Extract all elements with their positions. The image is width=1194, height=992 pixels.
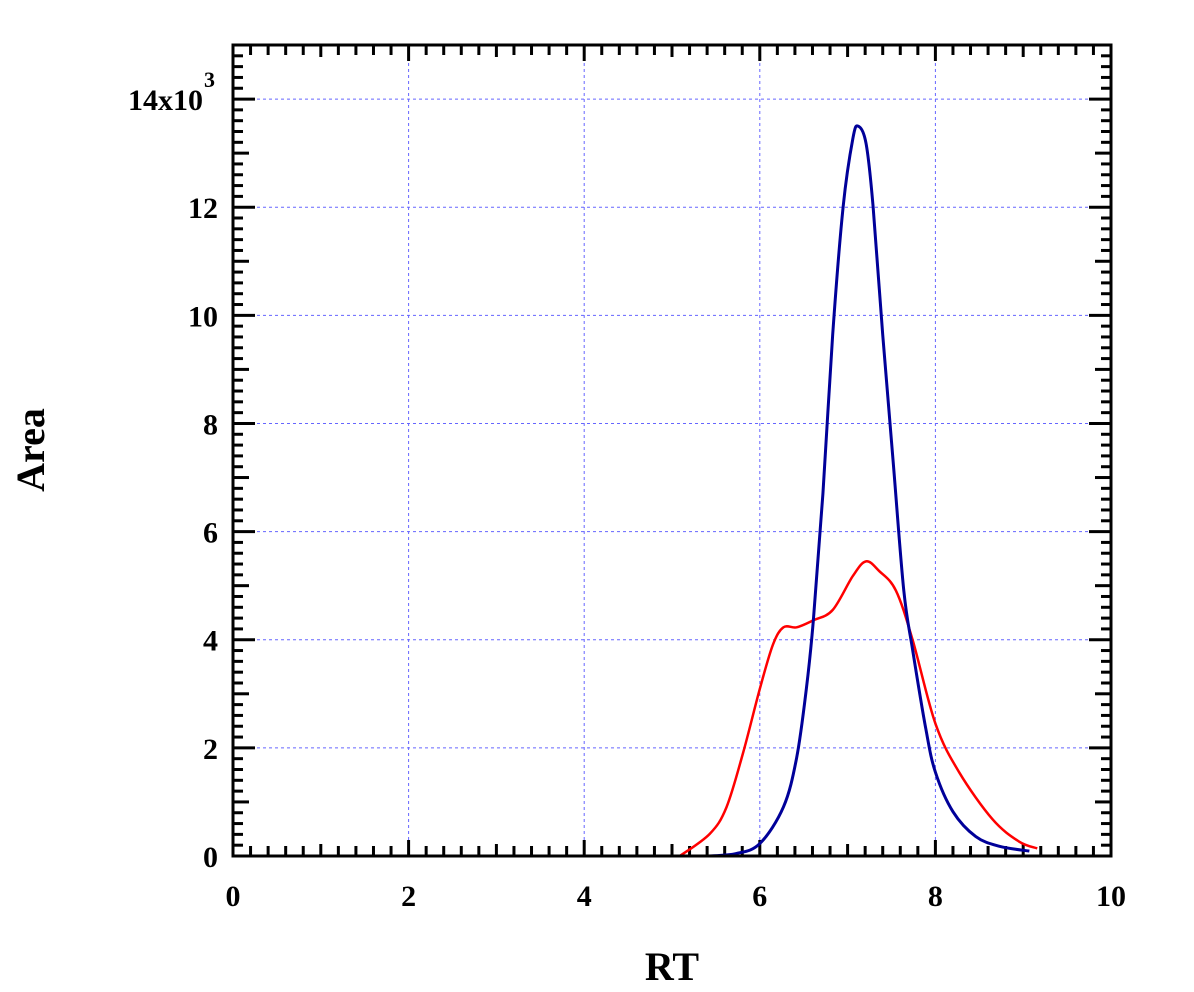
x-tick-label: 0 [226, 880, 241, 913]
y-tick-label: 10 [188, 300, 218, 333]
plot-frame [231, 43, 1113, 858]
x-tick-label: 6 [752, 880, 767, 913]
y-axis-title: Area [8, 408, 53, 492]
x-tick-label: 4 [577, 880, 592, 913]
series-layer [679, 124, 1038, 858]
ticks [231, 43, 1113, 858]
y-exponent-label: 3 [204, 67, 215, 92]
x-tick-label: 10 [1096, 880, 1126, 913]
y-tick-label: 2 [203, 733, 218, 766]
y-tick-label: 12 [188, 192, 218, 225]
y-tick-label: 6 [203, 517, 218, 550]
series-line-red [679, 560, 1038, 858]
y-tick-label: 4 [203, 625, 218, 658]
series-line-blue [707, 124, 1030, 858]
x-axis-title: RT [645, 944, 699, 989]
y-tick-label: 0 [203, 841, 218, 874]
y-tick-label: 14x10 [128, 84, 203, 117]
x-tick-label: 2 [401, 880, 416, 913]
y-tick-label: 8 [203, 408, 218, 441]
x-tick-label: 8 [928, 880, 943, 913]
grid [233, 45, 1111, 856]
